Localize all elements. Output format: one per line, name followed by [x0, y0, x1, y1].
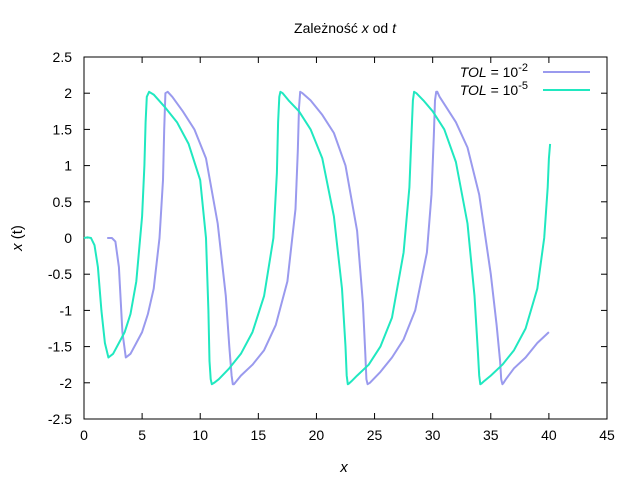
y-tick-label: 0	[64, 230, 72, 246]
legend-var-2: TOL	[460, 82, 487, 98]
legend-var-1: TOL	[460, 64, 487, 80]
y-tick-label: -2	[60, 375, 73, 391]
y-axis-label-arg: (t)	[9, 225, 26, 239]
y-tick-label: -1	[60, 302, 73, 318]
legend-entry-1: TOL = 10-2	[460, 62, 590, 80]
chart-title: Zależność x od t	[294, 20, 397, 36]
series-line-1	[107, 90, 550, 386]
y-tick-label: 0.5	[53, 194, 73, 210]
y-tick-label: 2.5	[53, 49, 73, 65]
y-axis-label-var: x	[9, 243, 26, 252]
legend-eq-2: = 10	[491, 82, 519, 98]
y-tick-label: 1.5	[53, 121, 73, 137]
x-tick-label: 15	[251, 427, 267, 443]
title-mid: od	[373, 20, 389, 36]
title-var2: t	[392, 20, 397, 36]
x-tick-label: 40	[541, 427, 557, 443]
svg-text:TOL = 10-5: TOL = 10-5	[460, 80, 528, 98]
x-tick-label: 45	[599, 427, 615, 443]
legend-entry-2: TOL = 10-5	[460, 80, 590, 98]
legend-eq-1: = 10	[491, 64, 519, 80]
tick-labels: 0 5 10 15 20 25 30 35 40 45 -2.5 -2 -1.5 -1 -0.5 0 0.5 1 1…	[48, 49, 615, 443]
series-lines	[83, 90, 552, 386]
y-axis-label: x (t)	[9, 225, 26, 252]
x-tick-label: 30	[425, 427, 441, 443]
svg-text:TOL = 10-2: TOL = 10-2	[460, 62, 528, 80]
series-line-2	[83, 90, 552, 386]
x-tick-label: 25	[367, 427, 383, 443]
y-tick-label: 2	[64, 85, 72, 101]
title-prefix: Zależność	[294, 20, 358, 36]
legend-exp-1: -2	[518, 62, 528, 74]
legend: TOL = 10-2 TOL = 10-5	[460, 62, 590, 98]
y-tick-label: -2.5	[48, 411, 72, 427]
x-tick-label: 35	[483, 427, 499, 443]
x-axis-label: x	[339, 459, 348, 476]
x-tick-label: 10	[192, 427, 208, 443]
x-tick-label: 5	[138, 427, 146, 443]
x-tick-label: 0	[80, 427, 88, 443]
y-tick-label: 1	[64, 158, 72, 174]
title-var1: x	[361, 20, 370, 36]
legend-exp-2: -5	[518, 80, 528, 92]
y-tick-label: -1.5	[48, 339, 72, 355]
x-tick-label: 20	[309, 427, 325, 443]
y-tick-label: -0.5	[48, 266, 72, 282]
